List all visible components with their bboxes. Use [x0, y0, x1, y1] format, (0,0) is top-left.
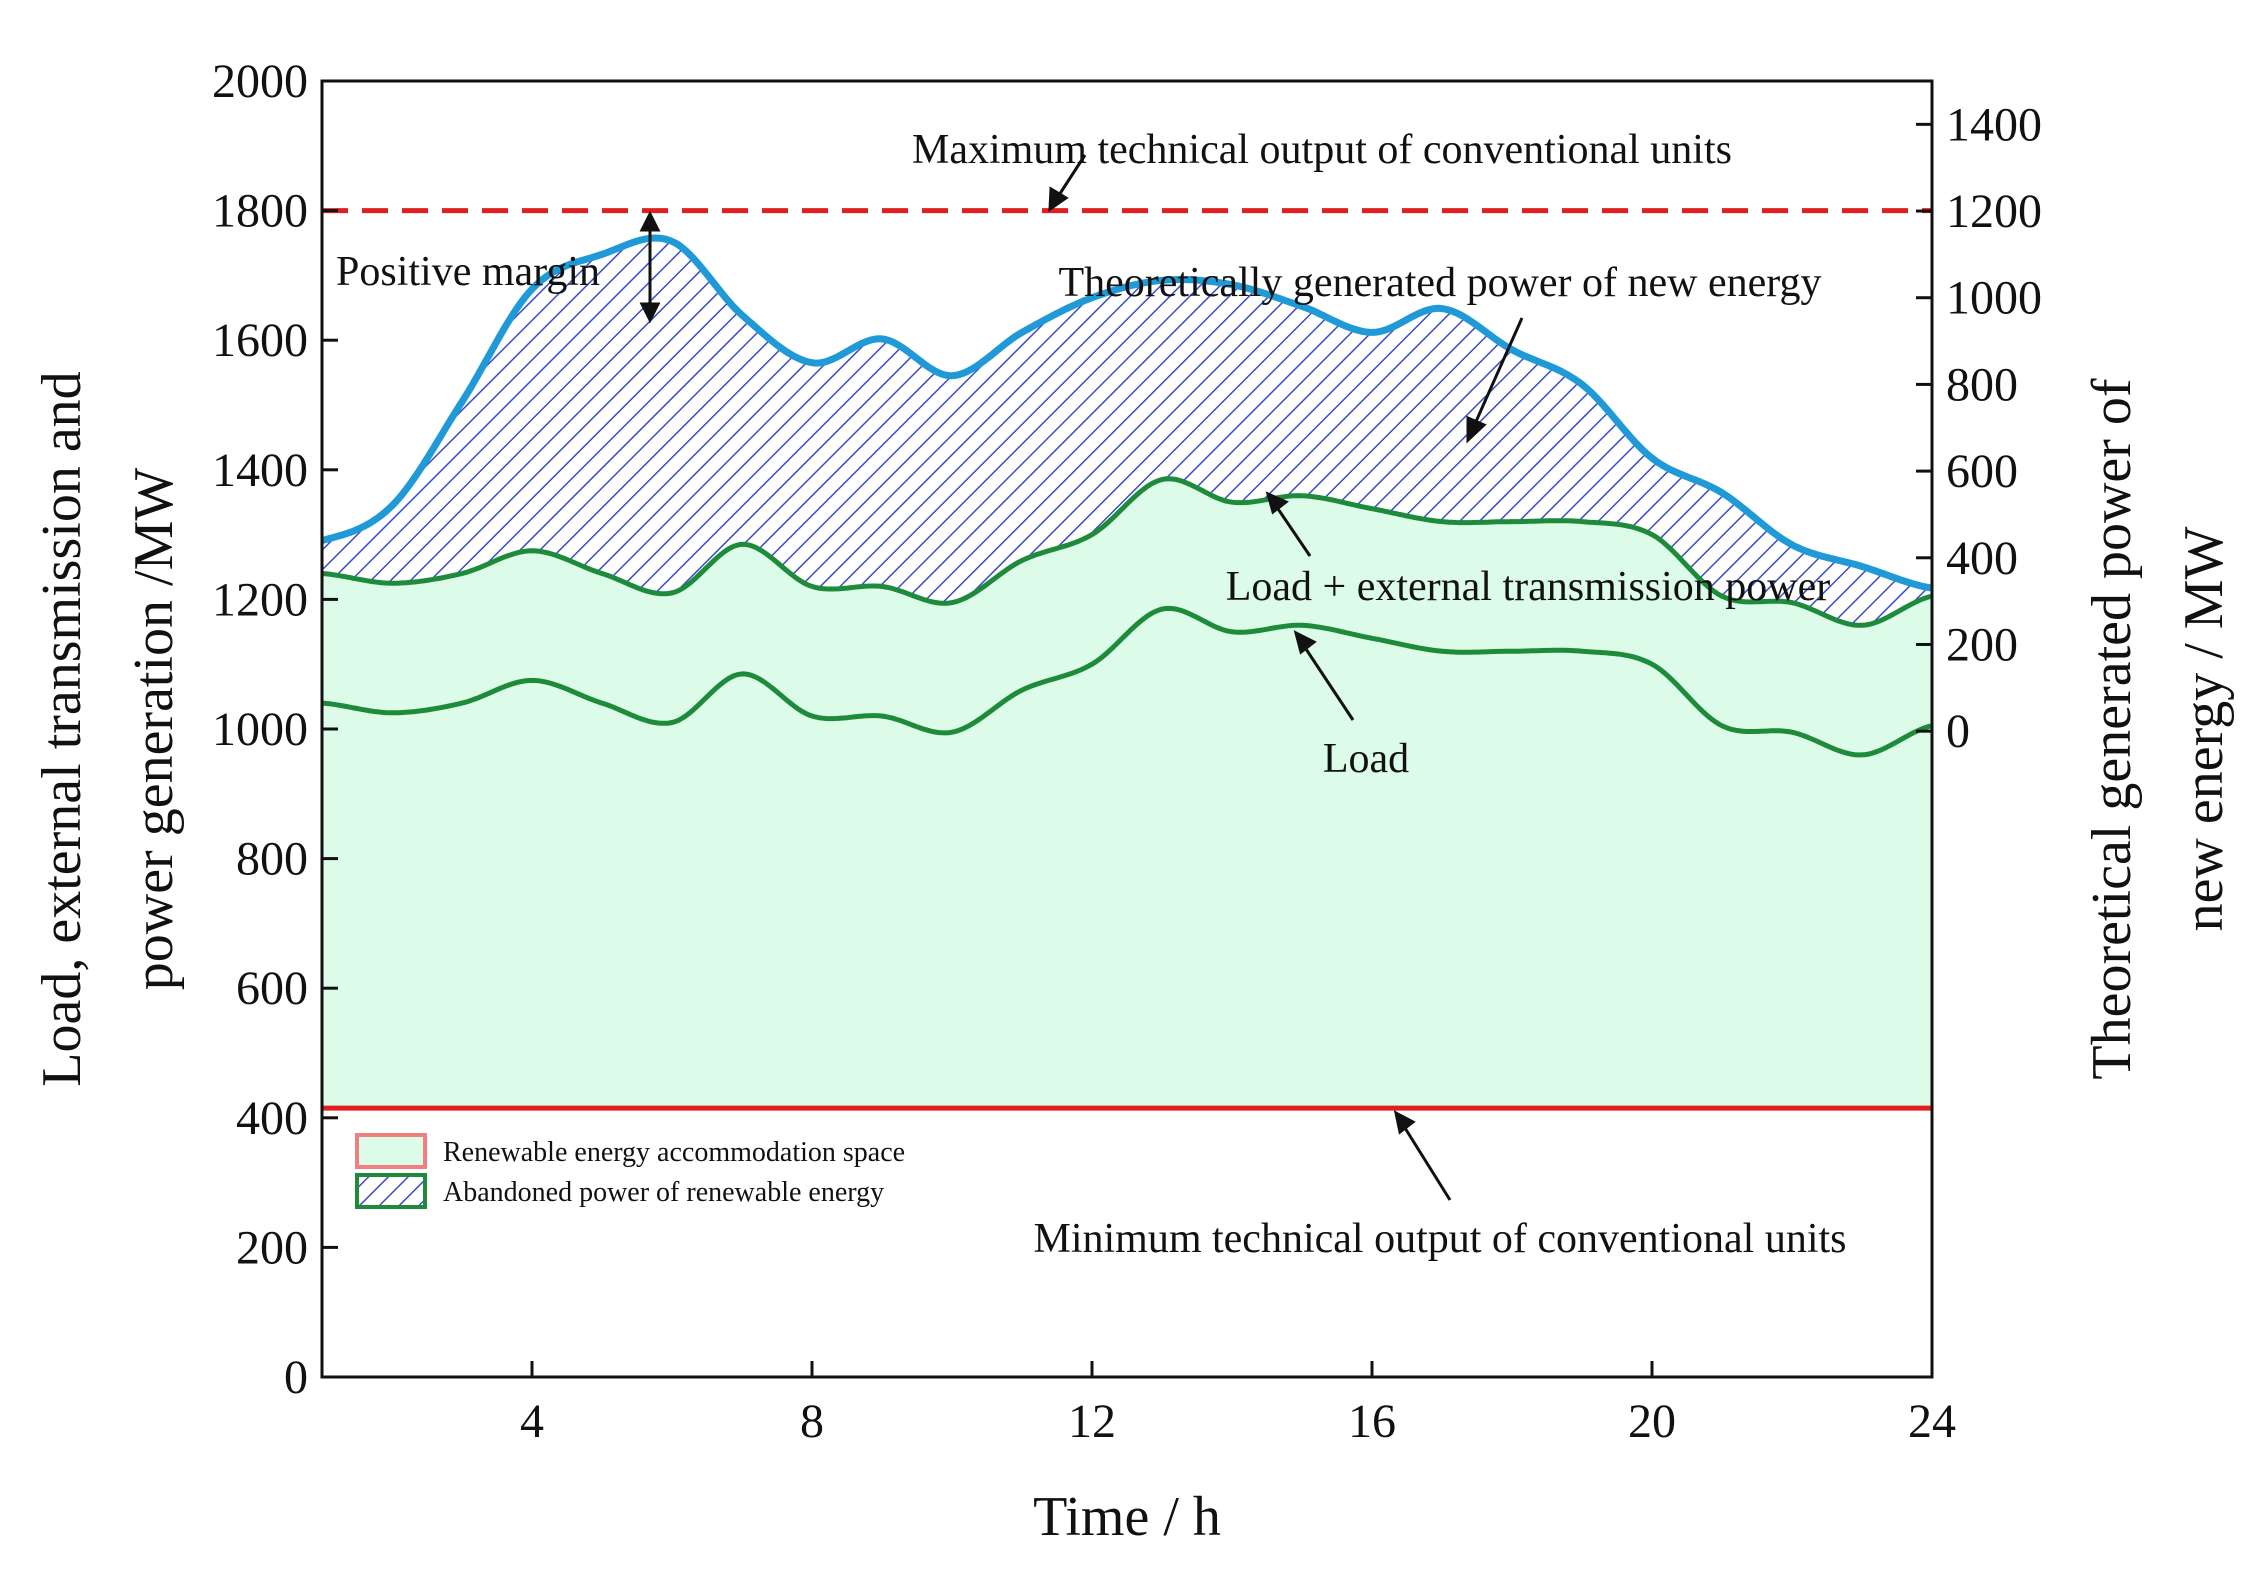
y-left-tick-label: 1000: [212, 703, 308, 756]
x-axis: 4 8 12 16 20 24: [520, 1361, 1956, 1448]
annotation-arrowhead-max: [1048, 186, 1069, 212]
y-left-tick-label: 1400: [212, 444, 308, 497]
x-tick-label: 20: [1628, 1395, 1676, 1448]
y-right-tick-label: 1400: [1946, 98, 2042, 151]
legend-swatch-abandoned: [355, 1173, 427, 1209]
y-axis-left-title-line1: Load, external transmission and: [31, 371, 93, 1086]
annotation-arrow-new-energy: [1468, 317, 1524, 436]
annotation-arrowhead-min: [1393, 1110, 1416, 1135]
annotation-arrow-min: [1398, 1119, 1452, 1201]
annotation-arrow-load: [1298, 639, 1355, 721]
legend-swatch-accommodation: [355, 1133, 427, 1169]
y-axis-right: 0 200 400 600 800 1000 1200 1400: [1916, 98, 2042, 758]
y-left-tick-label: 1800: [212, 185, 308, 238]
series-line-load: [322, 605, 1932, 758]
y-left-tick-label: 800: [236, 833, 308, 886]
x-tick-label: 24: [1908, 1395, 1956, 1448]
y-right-tick-label: 400: [1946, 532, 2018, 585]
y-left-tick-label: 200: [236, 1221, 308, 1274]
y-left-tick-label: 1600: [212, 314, 308, 367]
annotation-new-energy: Theoretically generated power of new ene…: [1058, 260, 1821, 306]
y-left-tick-label: 600: [236, 962, 308, 1015]
y-axis-right-title-line1: Theoretical generated power of: [2081, 378, 2143, 1080]
annotation-min-output: Minimum technical output of conventional…: [1033, 1216, 1846, 1262]
legend-label-accommodation: Renewable energy accommodation space: [443, 1137, 905, 1168]
x-tick-label: 4: [520, 1395, 544, 1448]
annotation-load: Load: [1323, 736, 1409, 782]
annotation-arrowhead-new-energy: [1466, 415, 1487, 444]
annotation-max-output: Maximum technical output of conventional…: [912, 127, 1732, 173]
y-right-tick-label: 200: [1946, 618, 2018, 671]
y-axis-left: 0 200 400 600 800 1000 1200 1400 1600 1800 2000: [212, 55, 338, 1404]
y-right-tick-label: 600: [1946, 445, 2018, 498]
y-axis-right-title-line2: new energy / MW: [2173, 526, 2235, 931]
positive-margin-arrowhead-bottom: [639, 302, 661, 324]
series-line-new-energy: [322, 234, 1932, 592]
y-left-tick-label: 2000: [212, 55, 308, 108]
annotation-load-ext: Load + external transmission power: [1226, 564, 1831, 610]
y-right-tick-label: 1000: [1946, 272, 2042, 325]
series-line-load-external: [322, 476, 1932, 628]
y-left-tick-label: 1200: [212, 573, 308, 626]
x-tick-label: 12: [1068, 1395, 1116, 1448]
x-tick-label: 16: [1348, 1395, 1396, 1448]
x-axis-title: Time / h: [1033, 1486, 1221, 1548]
y-left-tick-label: 0: [284, 1351, 308, 1404]
annotation-arrowhead-load: [1293, 630, 1317, 655]
x-tick-label: 8: [800, 1395, 824, 1448]
y-left-tick-label: 400: [236, 1092, 308, 1145]
positive-margin-arrowhead-top: [639, 210, 661, 232]
y-right-tick-label: 0: [1946, 705, 1970, 758]
y-right-tick-label: 1200: [1946, 185, 2042, 238]
legend-label-abandoned: Abandoned power of renewable energy: [443, 1177, 884, 1208]
annotation-arrowhead-load-ext: [1265, 491, 1289, 515]
annotation-positive-margin: Positive margin: [336, 249, 600, 295]
legend: Renewable energy accommodation space Aba…: [355, 1133, 905, 1209]
y-right-tick-label: 800: [1946, 358, 2018, 411]
y-axis-left-title-line2: power generation /MW: [123, 468, 185, 991]
abandoned-power-area: [322, 238, 1932, 626]
